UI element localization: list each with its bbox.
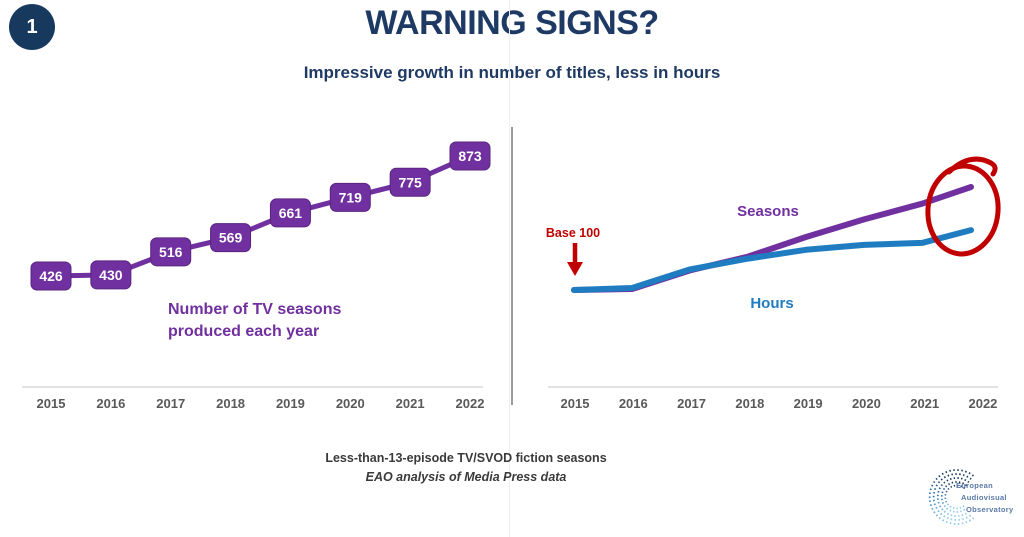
- hours-series-label: Hours: [750, 295, 793, 312]
- x-tick-label: 2016: [96, 396, 125, 411]
- base-100-arrowhead: [567, 262, 583, 276]
- data-label-box: 775: [389, 167, 431, 197]
- x-tick-label: 2020: [336, 396, 365, 411]
- chart-caption-line: Number of TV seasons: [168, 301, 341, 318]
- x-tick-label: 2022: [968, 396, 997, 411]
- data-label-box: 873: [449, 141, 491, 171]
- chart-divider-line: [511, 127, 513, 405]
- data-label-value: 661: [279, 205, 303, 221]
- x-tick-label: 2021: [396, 396, 425, 411]
- base-100-label: Base 100: [546, 226, 600, 240]
- data-label-value: 516: [159, 244, 183, 260]
- chart-caption-line: produced each year: [168, 323, 319, 340]
- data-label-value: 775: [398, 174, 422, 190]
- x-tick-label: 2019: [794, 396, 823, 411]
- slide-subtitle: Impressive growth in number of titles, l…: [303, 63, 721, 82]
- logo-text-line-2: Audiovisual: [961, 493, 1007, 502]
- logo-text-line-3: Observatory: [966, 505, 1014, 514]
- eao-logo: European Audiovisual Observatory: [928, 469, 1014, 525]
- eao-logo-swirl-icon: [928, 469, 975, 525]
- slide-number: 1: [26, 15, 38, 38]
- footnote-source-line: Less-than-13-episode TV/SVOD fiction sea…: [325, 451, 607, 465]
- x-tick-label: 2018: [735, 396, 764, 411]
- seasons-series-label: Seasons: [737, 203, 799, 220]
- data-label-value: 873: [458, 148, 482, 164]
- x-tick-label: 2022: [456, 396, 485, 411]
- x-tick-label: 2018: [216, 396, 245, 411]
- data-label-value: 430: [99, 267, 123, 283]
- data-label-box: 569: [210, 223, 252, 253]
- column-guide-line: [509, 0, 510, 537]
- footnote: Less-than-13-episode TV/SVOD fiction sea…: [166, 451, 766, 484]
- x-tick-label: 2016: [619, 396, 648, 411]
- slide-number-badge: 1: [9, 4, 55, 50]
- seasons-vs-hours-index-chart: 2015 2016 2017 2018 2019 2020 2021 2022 Seasons H…: [546, 156, 1001, 411]
- x-tick-label: 2021: [910, 396, 939, 411]
- data-label-value: 569: [219, 230, 243, 246]
- footnote-analysis-line: EAO analysis of Media Press data: [365, 470, 567, 484]
- x-tick-label: 2019: [276, 396, 305, 411]
- tv-seasons-count-chart: 2015 2016 2017 2018 2019 2020 2021 2022 426 430 51…: [22, 141, 491, 411]
- data-label-box: 426: [30, 261, 72, 291]
- highlight-circle-annotation: [925, 156, 1001, 257]
- slide-title: WARNING SIGNS?: [365, 4, 659, 42]
- x-tick-label: 2017: [156, 396, 185, 411]
- x-tick-label: 2020: [852, 396, 881, 411]
- hours-index-line: [571, 227, 974, 293]
- x-tick-label: 2015: [37, 396, 66, 411]
- data-label-box: 430: [90, 260, 132, 290]
- data-label-value: 426: [39, 268, 63, 284]
- x-tick-label: 2015: [561, 396, 590, 411]
- data-label-box: 516: [150, 237, 192, 267]
- x-tick-label: 2017: [677, 396, 706, 411]
- data-label-box: 661: [269, 198, 311, 228]
- data-label-box: 719: [329, 182, 371, 212]
- logo-text-line-1: European: [956, 481, 993, 490]
- data-label-value: 719: [339, 189, 363, 205]
